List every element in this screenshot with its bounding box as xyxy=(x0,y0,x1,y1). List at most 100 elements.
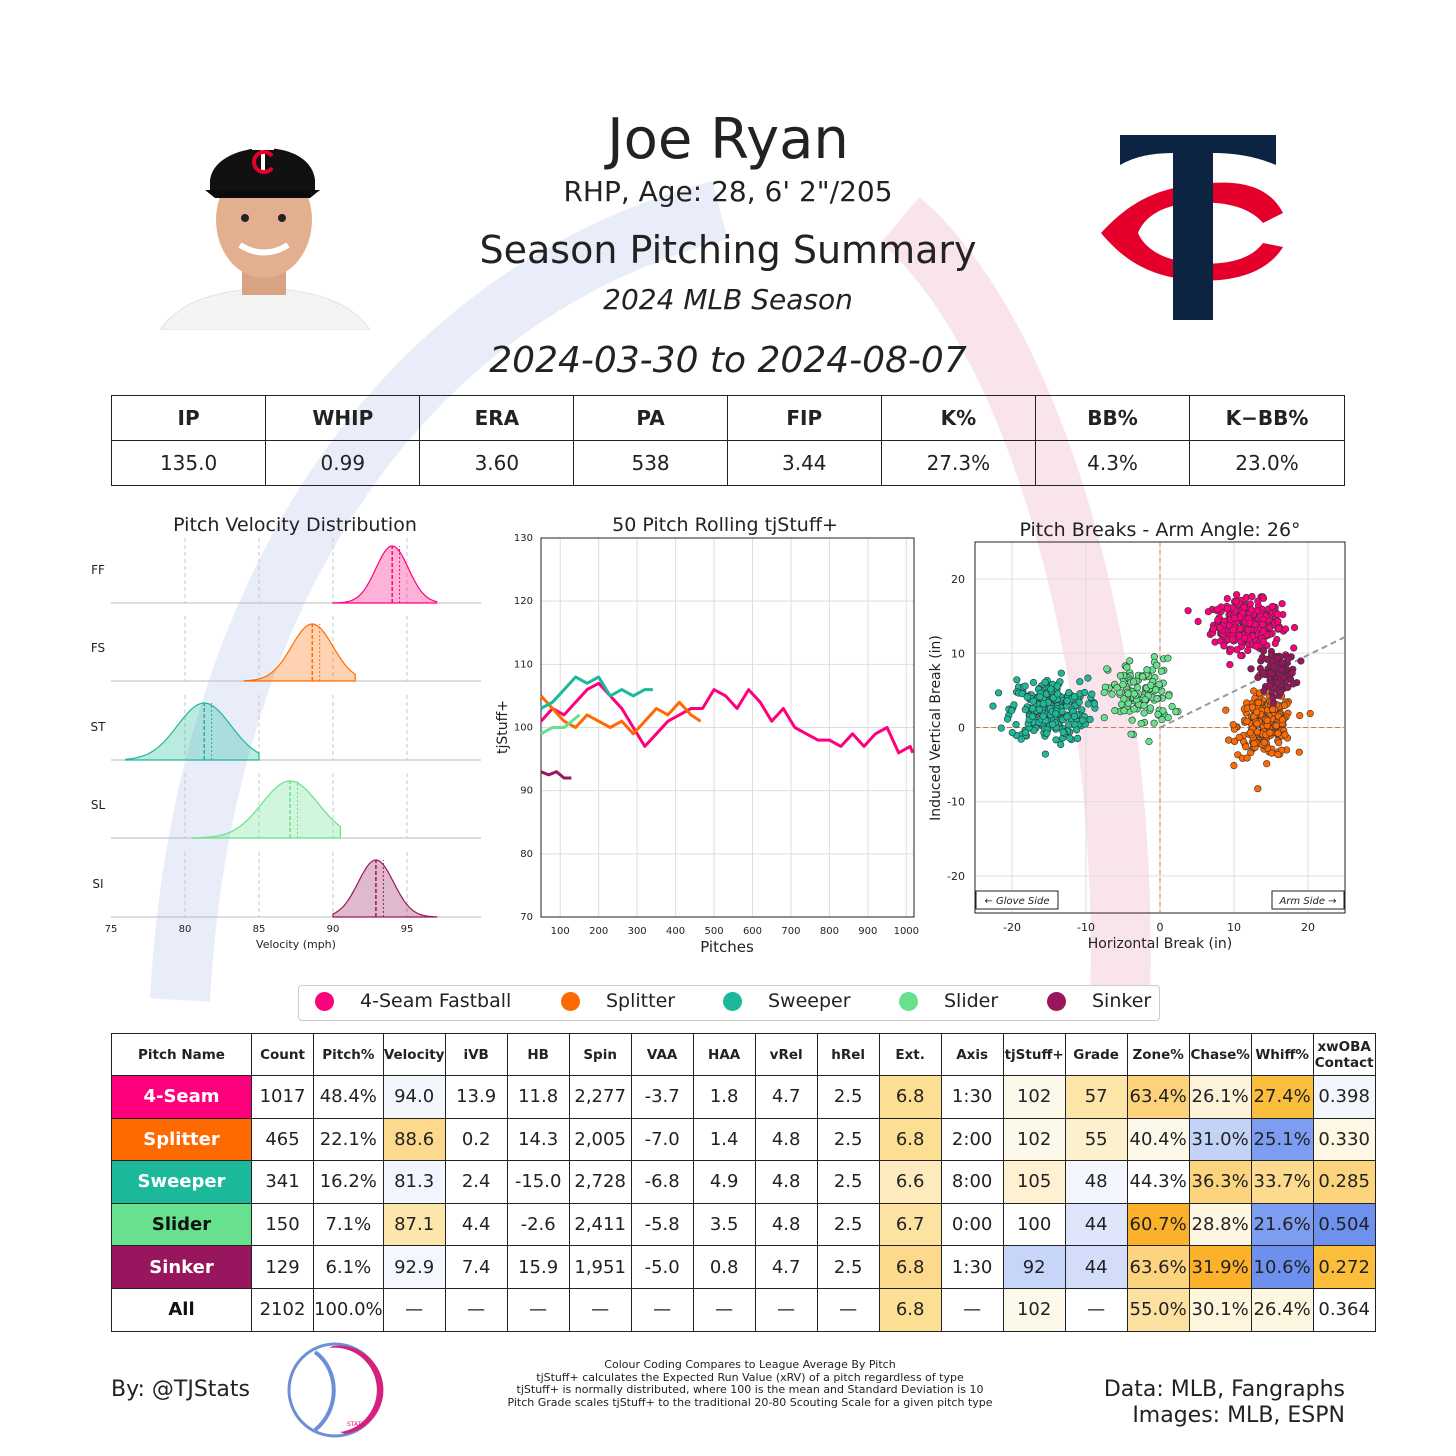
breaks-point xyxy=(1290,644,1298,652)
rolling-tjstuff-chart: 100 200 300 400 500 600 700 800 900 1000 70 80 90 100… xyxy=(495,533,919,956)
table-cell: 0.504 xyxy=(1312,1202,1376,1247)
breaks-point xyxy=(1116,672,1124,680)
breaks-point xyxy=(1003,715,1012,723)
table-cell: 4.9 xyxy=(692,1160,756,1204)
breaks-point xyxy=(989,702,997,710)
breaks-point xyxy=(1259,594,1268,602)
table-cell: 2,277 xyxy=(568,1075,632,1119)
player-name: Joe Ryan xyxy=(607,107,849,172)
breaks-point xyxy=(1274,617,1282,625)
breaks-point xyxy=(1047,685,1055,693)
breaks-point xyxy=(1253,728,1261,736)
breaks-point xyxy=(1259,638,1268,646)
breaks-point xyxy=(1070,693,1079,701)
breaks-point xyxy=(1232,597,1241,606)
velocity-row-label: FF xyxy=(91,563,105,577)
breaks-x-tick: -20 xyxy=(1003,921,1021,934)
breaks-point xyxy=(1228,635,1237,643)
breaks-point xyxy=(1214,605,1222,613)
breaks-point xyxy=(1229,721,1237,729)
stat-value: 23.0% xyxy=(1189,440,1345,486)
table-cell: 102 xyxy=(1002,1075,1066,1119)
breaks-point xyxy=(1184,607,1192,615)
legend-item-si: Sinker xyxy=(1047,990,1151,1012)
breaks-point xyxy=(1242,743,1250,751)
velocity-density-sl xyxy=(191,780,341,839)
velocity-tick-label: 90 xyxy=(327,924,340,935)
legend-label: Sweeper xyxy=(768,990,851,1012)
season-label: 2024 MLB Season xyxy=(603,283,853,316)
table-cell: 0.364 xyxy=(1312,1287,1376,1332)
table-cell: 2,728 xyxy=(568,1160,632,1204)
breaks-point xyxy=(1133,684,1141,692)
table-cell: 1,951 xyxy=(568,1245,632,1289)
rolling-y-tick: 70 xyxy=(520,912,533,923)
breaks-point xyxy=(1021,728,1030,736)
table-cell: 10.6% xyxy=(1250,1245,1314,1289)
table-cell: 26.1% xyxy=(1188,1075,1252,1119)
table-cell: 7.1% xyxy=(313,1202,384,1247)
table-cell: 8:00 xyxy=(940,1160,1004,1204)
breaks-point xyxy=(1041,750,1049,758)
breaks-y-tick: 20 xyxy=(951,573,965,586)
breaks-point xyxy=(1254,673,1262,681)
table-cell: 0.330 xyxy=(1312,1117,1376,1162)
column-header: Grade xyxy=(1064,1033,1128,1076)
table-cell: 6.8 xyxy=(878,1245,942,1289)
breaks-point xyxy=(1130,705,1138,713)
table-cell: -2.6 xyxy=(506,1202,570,1247)
column-header: Pitch% xyxy=(313,1033,384,1076)
table-cell: 4.8 xyxy=(754,1160,818,1204)
pitch-name-cell: 4-Seam xyxy=(111,1075,252,1119)
table-cell: 2.5 xyxy=(816,1202,880,1247)
table-cell: 21.6% xyxy=(1250,1202,1314,1247)
rolling-x-tick: 800 xyxy=(820,926,839,937)
breaks-point xyxy=(1281,731,1289,739)
breaks-point xyxy=(1066,734,1074,742)
table-cell: 4.8 xyxy=(754,1117,818,1162)
rolling-y-tick: 90 xyxy=(520,786,533,797)
rolling-x-tick: 700 xyxy=(781,926,800,937)
breaks-x-tick: -10 xyxy=(1077,921,1095,934)
breaks-point xyxy=(1053,682,1061,690)
breaks-x-tick: 20 xyxy=(1301,921,1315,934)
velocity-tick-label: 80 xyxy=(179,924,192,935)
tjstats-logo: STATS xyxy=(287,1342,384,1438)
table-row: Sweeper 341 16.2% 81.3 2.4 -15.0 2,728 -6.8 4.9 4… xyxy=(111,1160,1376,1204)
table-cell: 87.1 xyxy=(382,1202,446,1247)
stat-value: 27.3% xyxy=(880,440,1037,486)
image-source: Images: MLB, ESPN xyxy=(1132,1403,1345,1428)
stat-header: ERA xyxy=(419,395,575,441)
table-cell: 63.4% xyxy=(1126,1075,1190,1119)
breaks-point xyxy=(1054,690,1062,698)
breaks-point xyxy=(1073,726,1081,734)
velocity-row-label: SI xyxy=(92,877,103,891)
breaks-point xyxy=(1108,690,1116,698)
breaks-point xyxy=(1146,704,1155,712)
breaks-point xyxy=(1164,714,1172,722)
breaks-point xyxy=(1143,666,1151,674)
table-cell: — xyxy=(382,1287,446,1332)
breaks-point xyxy=(1120,707,1128,715)
table-cell: 55 xyxy=(1064,1117,1128,1162)
table-cell: — xyxy=(754,1287,818,1332)
breaks-point xyxy=(1290,623,1299,632)
table-cell: 36.3% xyxy=(1188,1160,1252,1204)
breaks-x-tick: 10 xyxy=(1227,921,1241,934)
pitch-legend: 4-Seam Fastball Splitter Sweeper Slider … xyxy=(298,985,1160,1021)
breaks-point xyxy=(1254,597,1262,605)
breaks-point xyxy=(1204,608,1212,616)
rolling-x-axis-label: Pitches xyxy=(700,938,754,956)
breaks-point xyxy=(1079,716,1087,724)
table-cell: 27.4% xyxy=(1250,1075,1314,1119)
breaks-point xyxy=(1277,688,1285,696)
breaks-point xyxy=(1074,734,1082,742)
breaks-point xyxy=(1248,606,1256,614)
table-cell: 31.9% xyxy=(1188,1245,1252,1289)
table-cell: 55.0% xyxy=(1126,1287,1190,1332)
breaks-point xyxy=(1246,729,1254,737)
stat-value: 135.0 xyxy=(110,440,267,486)
legend-item-st: Sweeper xyxy=(723,990,851,1012)
breaks-point xyxy=(1259,627,1267,635)
breaks-point xyxy=(1222,706,1230,714)
